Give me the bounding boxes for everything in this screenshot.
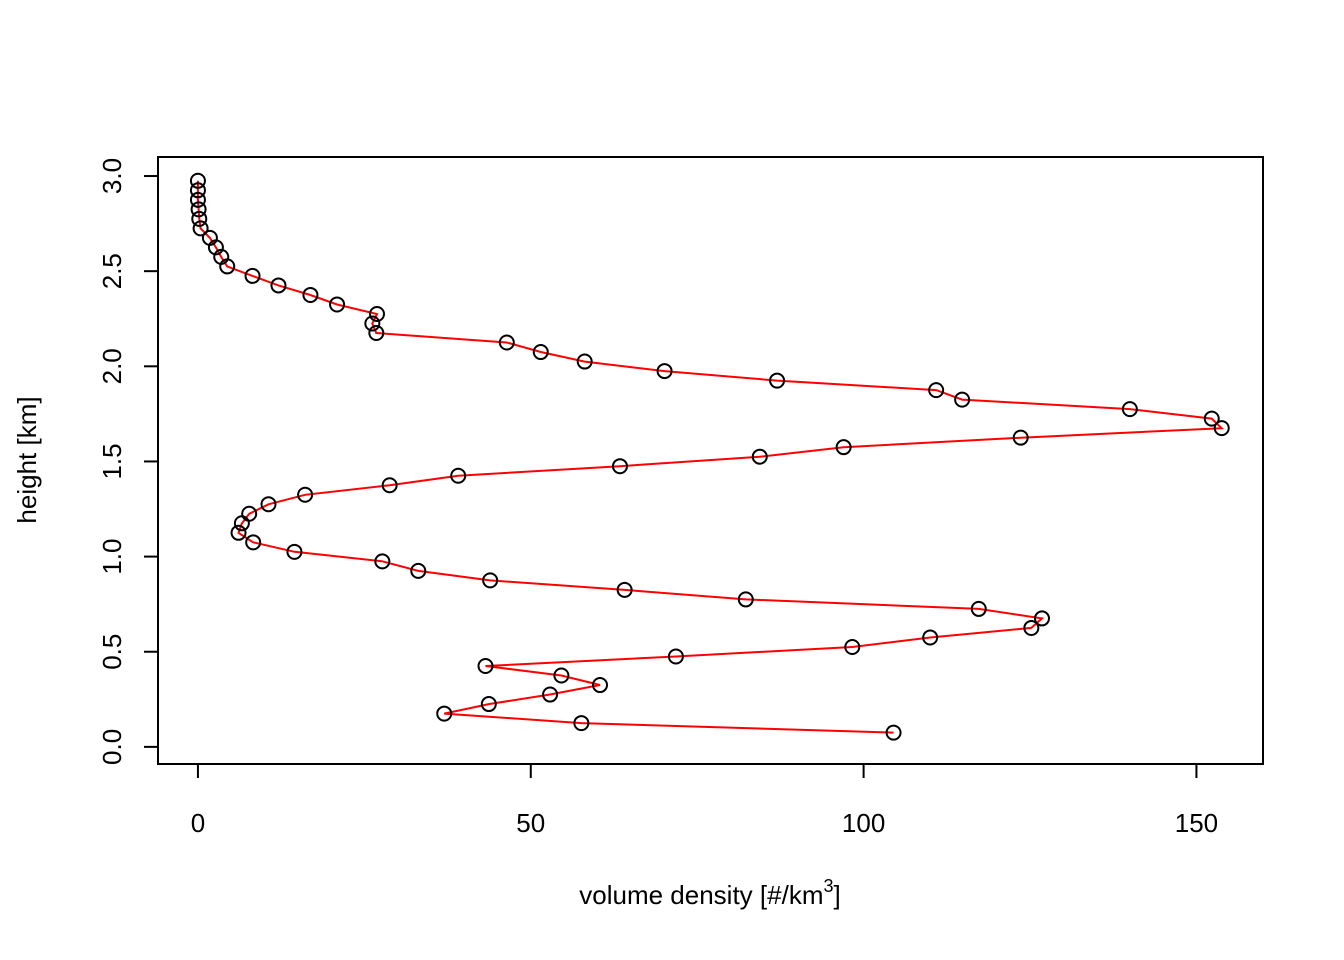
data-point — [835, 439, 852, 456]
y-tick-label: 0.0 — [97, 729, 127, 765]
data-point — [592, 677, 608, 694]
data-point — [542, 686, 559, 703]
data-point — [498, 334, 515, 351]
data-point — [553, 667, 570, 684]
data-point — [885, 724, 902, 741]
series-line — [196, 180, 1225, 734]
data-point — [192, 220, 209, 237]
data-point — [922, 629, 939, 646]
data-point — [477, 658, 494, 675]
y-tick-label: 2.0 — [97, 348, 127, 384]
y-tick-label: 1.0 — [97, 539, 127, 575]
data-point — [201, 229, 218, 246]
data-point — [1023, 619, 1040, 636]
x-axis-title-suffix: ] — [834, 880, 841, 910]
y-axis: 0.0 0.5 1.0 1.5 2.0 2.5 3.0 — [97, 158, 159, 765]
data-point — [532, 344, 549, 361]
data-point — [260, 496, 277, 513]
data-point — [329, 296, 346, 313]
data-point — [410, 562, 427, 579]
x-axis-title-superscript: 3 — [823, 876, 833, 896]
data-point — [573, 715, 590, 732]
y-tick-label: 3.0 — [97, 158, 127, 194]
data-point — [189, 172, 206, 189]
x-axis: 0 50 100 150 — [191, 763, 1218, 838]
data-point — [1034, 610, 1050, 627]
data-point — [381, 477, 398, 494]
y-tick-label: 0.5 — [97, 634, 127, 670]
data-markers — [189, 172, 1230, 741]
data-point — [189, 182, 206, 199]
data-point — [844, 638, 861, 655]
data-point — [616, 581, 633, 598]
x-axis-title-main: volume density [#/km — [579, 880, 823, 910]
data-point — [576, 353, 593, 370]
data-point — [954, 391, 971, 408]
x-tick-label: 100 — [842, 808, 885, 838]
data-point — [245, 534, 262, 551]
data-point — [1012, 429, 1029, 446]
x-axis-title: volume density [#/km3] — [579, 876, 840, 910]
y-tick-label: 2.5 — [97, 253, 127, 289]
data-point — [368, 325, 385, 342]
data-point — [191, 210, 208, 227]
data-point — [1213, 420, 1230, 437]
data-point — [369, 305, 386, 322]
x-tick-label: 0 — [191, 808, 205, 838]
data-point — [1203, 410, 1220, 427]
data-point — [241, 505, 258, 522]
y-tick-label: 1.5 — [97, 443, 127, 479]
data-point — [480, 696, 497, 713]
data-point — [364, 315, 381, 332]
x-tick-label: 150 — [1175, 808, 1218, 838]
data-point — [190, 201, 207, 218]
data-point — [302, 286, 319, 303]
data-point — [656, 363, 673, 380]
x-tick-label: 50 — [516, 808, 545, 838]
data-point — [751, 448, 768, 465]
data-point — [482, 572, 499, 589]
data-point — [213, 248, 230, 265]
data-point — [286, 543, 303, 560]
y-axis-title: height [km] — [12, 396, 42, 523]
data-point — [737, 591, 754, 608]
data-point — [230, 524, 247, 541]
data-point — [374, 553, 391, 570]
data-point — [297, 486, 314, 503]
data-point — [270, 277, 287, 294]
data-point — [928, 382, 945, 399]
data-point — [244, 267, 261, 284]
data-point — [769, 372, 786, 389]
data-point — [970, 600, 987, 617]
data-point — [189, 191, 206, 208]
data-point — [450, 467, 467, 484]
data-point — [1121, 401, 1138, 418]
data-point — [436, 705, 453, 722]
data-point — [611, 458, 628, 475]
data-point — [667, 648, 684, 665]
